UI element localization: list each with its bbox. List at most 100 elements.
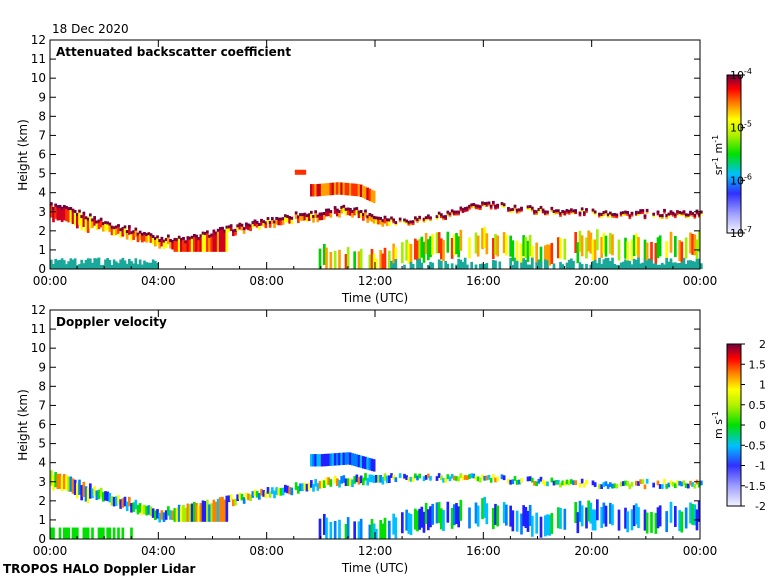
signal-column — [52, 475, 55, 491]
signal-column — [240, 493, 244, 501]
low-cloud-column — [450, 507, 454, 529]
low-cloud-column — [632, 235, 636, 257]
low-cloud-column — [392, 243, 395, 265]
signal-column — [147, 232, 151, 242]
signal-column — [383, 473, 387, 481]
signal-column — [95, 490, 99, 501]
cloud-top-edge — [492, 200, 495, 204]
low-cloud-column — [496, 505, 499, 527]
surface-layer-column — [466, 264, 469, 269]
cloud-top-edge — [671, 211, 675, 215]
signal-column — [359, 210, 363, 218]
elevated-cloud-column — [366, 187, 369, 201]
cloud-top-edge — [643, 214, 647, 218]
signal-column — [563, 481, 567, 486]
cloud-top-edge — [251, 221, 255, 225]
cloud-top-edge — [600, 212, 603, 216]
backscatter-colorbar-ticks: 10-4 10-5 10-6 10-7 — [730, 67, 752, 240]
cloud-top-edge — [197, 237, 200, 241]
low-cloud-column — [357, 521, 361, 539]
signal-column — [652, 482, 655, 488]
surface-layer-column — [626, 260, 629, 269]
elevated-cloud-column — [336, 453, 339, 466]
low-cloud-column — [528, 234, 532, 256]
cloud-top-edge — [593, 210, 597, 214]
surface-layer-column — [645, 260, 649, 269]
signal-column — [359, 475, 363, 484]
cloud-top-edge — [69, 207, 73, 211]
surface-layer-column — [97, 257, 101, 269]
signal-column — [115, 225, 118, 236]
low-cloud-column — [563, 238, 567, 260]
y-tick-label: 4 — [38, 186, 46, 200]
signal-column — [143, 504, 146, 515]
signal-column — [186, 503, 190, 522]
cloud-top-edge — [394, 221, 398, 225]
low-cloud-column — [520, 513, 523, 535]
signal-column — [208, 504, 211, 522]
signal-column — [108, 492, 112, 503]
low-cloud-column — [580, 235, 584, 257]
signal-column — [227, 495, 231, 503]
signal-column — [136, 232, 140, 243]
signal-column — [60, 475, 64, 491]
signal-column — [294, 482, 298, 490]
cloud-top-edge — [119, 228, 122, 232]
signal-column — [528, 476, 532, 481]
elevated-cloud-column — [366, 457, 369, 470]
signal-column — [225, 225, 229, 252]
low-cloud-column — [344, 524, 348, 539]
low-cloud-column — [563, 508, 567, 530]
signal-column — [193, 234, 196, 252]
cloud-top-edge — [342, 204, 346, 208]
surface-layer-column — [67, 261, 70, 269]
low-cloud-column — [405, 239, 408, 261]
signal-column — [216, 498, 220, 522]
low-cloud-column — [546, 514, 549, 536]
signal-column — [78, 479, 81, 495]
cloud-top-edge — [121, 226, 125, 230]
signal-column — [446, 474, 450, 479]
low-cloud-column — [645, 242, 649, 264]
surface-layer-column — [643, 259, 647, 269]
elevated-cloud-column — [327, 453, 330, 467]
signal-column — [84, 216, 88, 232]
signal-column — [147, 505, 151, 515]
signal-column — [175, 507, 179, 522]
signal-column — [50, 470, 53, 486]
backscatter-ylabel: Height (km) — [16, 119, 30, 190]
signal-column — [212, 499, 216, 522]
cloud-top-edge — [496, 203, 499, 207]
surface-layer-column — [520, 262, 523, 269]
cloud-top-edge — [427, 214, 430, 218]
signal-column — [251, 491, 255, 498]
low-cloud-column — [446, 501, 450, 523]
cloud-top-edge — [73, 209, 77, 213]
signal-column — [591, 480, 595, 486]
signal-column — [277, 488, 281, 496]
signal-column — [238, 492, 242, 500]
low-cloud-column — [457, 506, 460, 528]
cloud-top-edge — [349, 208, 352, 212]
surface-layer-column — [665, 257, 668, 269]
cloud-top-edge — [286, 214, 289, 218]
surface-layer-column — [658, 264, 662, 269]
surface-layer-column — [409, 261, 413, 269]
cloud-top-edge — [262, 220, 265, 224]
elevated-cloud-column — [364, 456, 367, 470]
low-cloud-column — [656, 237, 660, 259]
y-tick-label: 1 — [38, 513, 46, 527]
signal-column — [600, 484, 603, 490]
low-cloud-column — [550, 242, 554, 264]
cloud-top-edge — [364, 209, 367, 213]
surface-layer-column — [635, 259, 638, 269]
surface-layer-column — [697, 258, 701, 269]
signal-column — [316, 214, 320, 223]
low-cloud-column — [591, 239, 595, 261]
low-cloud-column — [684, 237, 688, 259]
surface-layer-column — [602, 259, 606, 269]
cloud-top-edge — [518, 208, 521, 212]
signal-column — [162, 512, 166, 522]
cloud-top-edge — [357, 210, 361, 214]
